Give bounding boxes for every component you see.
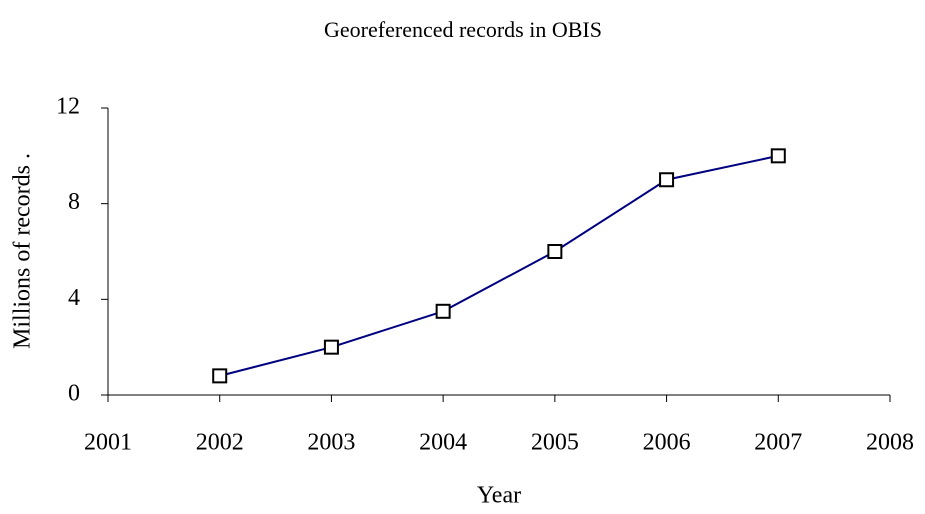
x-tick-label: 2003 [307,430,355,456]
y-tick-label: 0 [68,381,80,407]
y-tick-label: 4 [68,285,80,311]
data-point [770,148,786,164]
y-tick-label: 12 [56,94,80,120]
data-point [435,303,451,319]
x-tick-label: 2007 [754,430,802,456]
x-tick-label: 2006 [643,430,691,456]
x-tick-label: 2002 [196,430,244,456]
chart-title: Georeferenced records in OBIS [324,17,602,42]
data-point [212,368,228,384]
data-point [547,244,563,259]
x-tick-label: 2005 [531,430,579,456]
y-tick-label: 8 [68,189,80,215]
series-line [219,154,779,377]
x-tick-label: 2008 [866,430,914,456]
x-tick-label: 2004 [419,430,467,456]
data-point [323,339,339,355]
data-point [659,172,675,188]
x-tick-label: 2001 [84,430,132,456]
y-axis-title: Millions of records . [10,153,36,349]
x-axis-title: Year [477,483,521,509]
